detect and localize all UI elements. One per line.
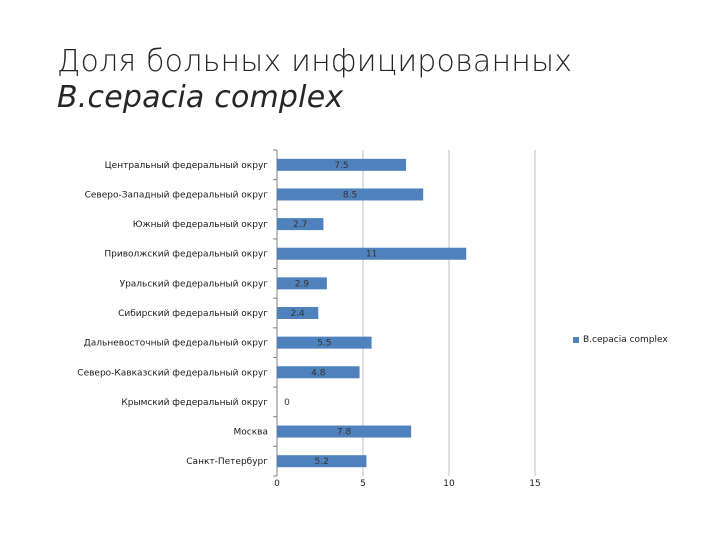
data-label: 2.9 — [295, 279, 310, 289]
x-tick-label: 15 — [529, 479, 540, 489]
data-label: 5.2 — [315, 457, 329, 467]
category-label: Сибирский федеральный округ — [118, 309, 268, 319]
bar — [277, 307, 319, 319]
category-label: Северо-Кавказский федеральный округ — [77, 368, 268, 378]
data-label: 7.5 — [334, 161, 348, 171]
category-label: Дальневосточный федеральный округ — [84, 339, 269, 349]
bar — [277, 336, 372, 349]
bar — [277, 188, 424, 201]
bar — [277, 158, 406, 171]
bar — [277, 218, 324, 231]
bar — [277, 425, 412, 438]
title-italic: B.cepacia complex — [57, 80, 344, 115]
legend-swatch — [573, 337, 579, 343]
data-label: 2.4 — [290, 309, 305, 319]
data-label: 7.8 — [337, 428, 352, 438]
x-tick-label: 5 — [360, 479, 366, 489]
category-label: Крымский федеральный округ — [121, 398, 268, 408]
x-tick-label: 0 — [274, 479, 280, 489]
category-label: Северо-Западный федеральный округ — [85, 190, 269, 200]
bar — [277, 366, 360, 379]
legend-label: B.cepacia complex — [583, 335, 668, 345]
data-label: 2.7 — [293, 220, 307, 230]
category-label: Центральный федеральный округ — [105, 161, 269, 171]
data-label: 0 — [284, 398, 290, 408]
data-label: 4.8 — [311, 368, 326, 378]
category-label: Приволжский федеральный округ — [104, 250, 268, 260]
category-label: Южный федеральный округ — [133, 220, 268, 230]
chart-title: Доля больных инфицированных B.cepacia co… — [57, 44, 677, 116]
category-label: Санкт-Петербург — [186, 457, 268, 467]
data-label: 5.5 — [317, 339, 331, 349]
bar — [277, 247, 467, 260]
legend: B.cepacia complex — [573, 335, 668, 345]
data-label: 11 — [366, 250, 377, 260]
title-plain: Доля больных инфицированных — [57, 44, 573, 79]
bar — [277, 455, 367, 468]
category-label: Уральский федеральный округ — [120, 279, 269, 289]
x-tick-label: 10 — [443, 479, 455, 489]
data-label: 8.5 — [343, 190, 357, 200]
category-label: Москва — [234, 428, 268, 438]
bar — [277, 277, 327, 290]
